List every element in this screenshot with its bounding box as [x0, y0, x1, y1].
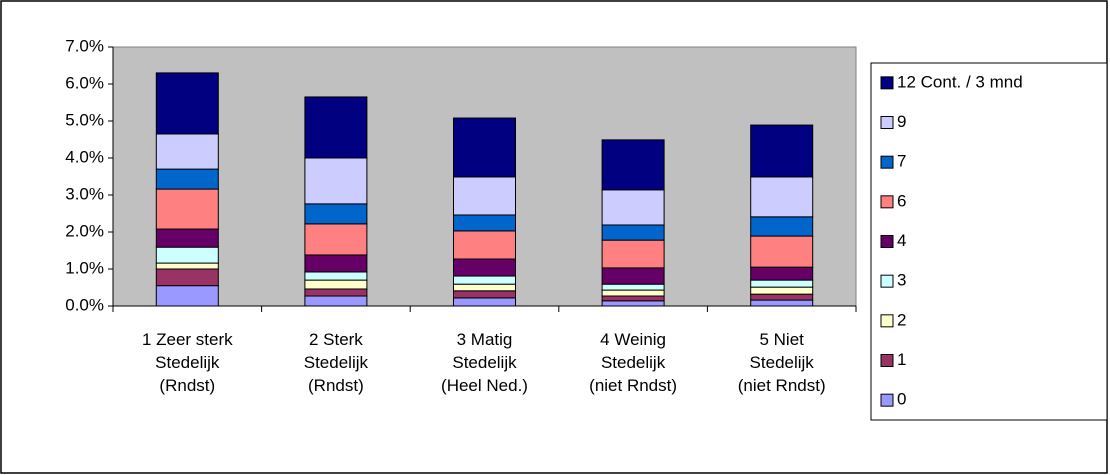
legend-label: 6	[897, 191, 906, 210]
legend-swatch	[880, 235, 894, 248]
bar-segment	[453, 214, 516, 232]
x-tick-label: 2 Sterk Stedelijk (Rndst)	[303, 330, 369, 395]
bar-segment	[453, 258, 516, 277]
bar-segment	[750, 286, 814, 295]
bar-segment	[750, 216, 814, 237]
bar-segment	[750, 293, 814, 301]
bar-segment	[453, 275, 516, 285]
bar-segment	[304, 203, 368, 225]
bar-segment	[155, 228, 219, 248]
y-tick-label: 2.0%	[65, 221, 104, 240]
legend-label: 1	[897, 350, 906, 369]
x-tick-label: 1 Zeer sterk Stedelijk (Rndst)	[141, 330, 233, 395]
bar-segment	[453, 297, 516, 307]
bar-segment	[155, 262, 219, 270]
bar-segment	[155, 133, 219, 170]
bar-segment	[155, 72, 219, 135]
bar-segment	[304, 279, 368, 290]
legend-swatch	[880, 314, 894, 328]
legend-label: 2	[897, 310, 906, 329]
bar-segment	[304, 96, 368, 159]
x-tick-label: 4 Weinig Stedelijk (niet Rndst)	[589, 330, 678, 395]
legend-swatch	[880, 354, 894, 367]
bar-segment	[453, 176, 516, 216]
bar-segment	[601, 300, 665, 307]
y-tick-label: 1.0%	[65, 258, 104, 277]
y-tick-label: 4.0%	[65, 147, 104, 166]
y-tick-label: 6.0%	[65, 73, 104, 92]
legend-swatch	[880, 195, 894, 209]
bar-segment	[453, 117, 516, 178]
bar-segment	[155, 285, 219, 307]
legend-label: 12 Cont. / 3 mnd	[897, 72, 1023, 91]
legend-swatch	[880, 274, 894, 288]
legend-label: 4	[897, 231, 906, 250]
bar-segment	[304, 271, 368, 281]
bar-segment	[155, 168, 219, 190]
bar-segment	[304, 254, 368, 273]
x-tick-label: 3 Matig Stedelijk (Heel Ned.)	[441, 330, 528, 395]
y-tick-label: 3.0%	[65, 184, 104, 203]
bar-segment	[155, 268, 219, 287]
legend-swatch	[880, 393, 894, 407]
bar-segment	[601, 295, 665, 302]
bar-segment	[453, 290, 516, 299]
legend-label: 7	[897, 152, 906, 171]
bar-segment	[304, 295, 368, 307]
bar-segment	[750, 235, 814, 268]
bar-segment	[304, 157, 368, 205]
bar-segment	[601, 289, 665, 297]
bar-segment	[601, 224, 665, 241]
y-tick-label: 5.0%	[65, 110, 104, 129]
y-tick-label: 7.0%	[65, 36, 104, 55]
legend	[870, 62, 1108, 421]
bar-segment	[601, 267, 665, 285]
bar-segment	[750, 124, 814, 178]
x-tick-label: 5 Niet Stedelijk (niet Rndst)	[737, 330, 826, 395]
bar-segment	[304, 223, 368, 256]
legend-swatch	[880, 155, 894, 169]
bar-segment	[304, 288, 368, 297]
bar-segment	[601, 239, 665, 269]
legend-label: 0	[897, 390, 906, 409]
bar-segment	[601, 283, 665, 291]
legend-swatch	[880, 76, 894, 90]
bar-segment	[750, 266, 814, 281]
bar-segment	[453, 283, 516, 292]
legend-label: 9	[897, 112, 906, 131]
legend-label: 3	[897, 271, 906, 290]
bar-segment	[453, 230, 516, 260]
bar-segment	[155, 246, 219, 264]
y-tick-label: 0.0%	[65, 295, 104, 314]
bar-segment	[750, 176, 814, 218]
bar-segment	[750, 299, 814, 307]
legend-swatch	[880, 116, 894, 129]
bar-segment	[601, 139, 665, 191]
bar-segment	[750, 279, 814, 288]
bar-segment	[601, 189, 665, 226]
bar-segment	[155, 188, 219, 230]
